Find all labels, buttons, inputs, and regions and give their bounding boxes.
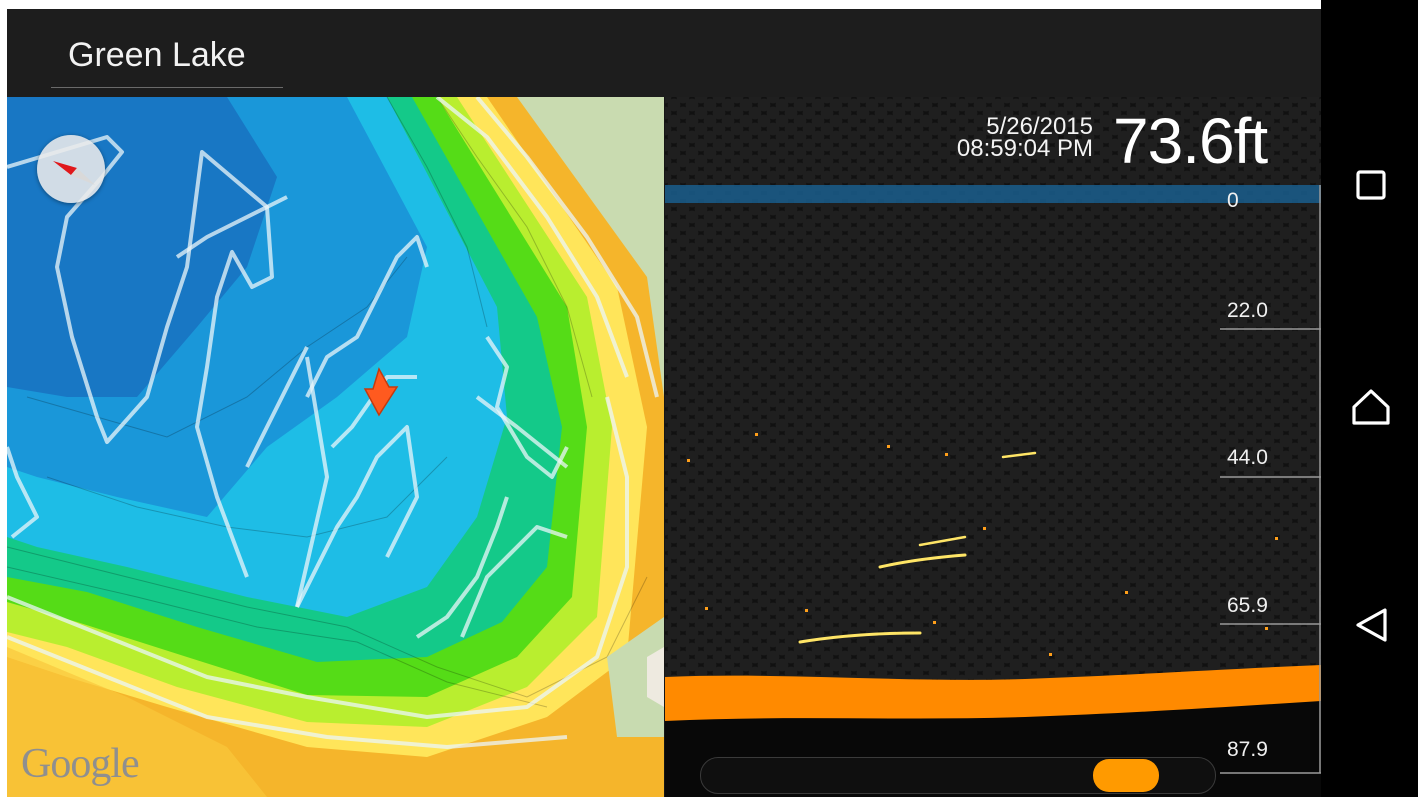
current-depth-readout: 73.6ft [1113, 105, 1268, 177]
sonar-panel[interactable]: 5/26/2015 08:59:04 PM 73.6ft 0 22.0 44.0… [665, 97, 1321, 797]
compass-icon[interactable] [37, 135, 105, 203]
lake-depth-map[interactable]: Google [7, 97, 664, 797]
app-window: Green Lake [7, 9, 1321, 797]
back-triangle-icon[interactable] [1345, 599, 1397, 651]
date-text: 5/26/2015 [986, 113, 1093, 140]
boat-position-arrow-icon [363, 367, 399, 417]
android-navigation-bar [1321, 0, 1418, 797]
timestamp: 5/26/2015 08:59:04 PM [915, 113, 1093, 162]
square-recents-icon[interactable] [1345, 159, 1397, 211]
location-selector[interactable]: Green Lake [51, 33, 283, 88]
sonar-graphic [665, 97, 1321, 797]
sonar-history-slider[interactable] [700, 757, 1216, 794]
depth-scale-label: 65.9 [1227, 594, 1268, 617]
google-attribution: Google [21, 741, 140, 787]
slider-knob[interactable] [1093, 759, 1159, 792]
home-icon[interactable] [1345, 381, 1397, 433]
location-name: Green Lake [68, 36, 246, 74]
title-bar: Green Lake [7, 9, 1321, 97]
depth-scale-label: 44.0 [1227, 446, 1268, 469]
time-text: 08:59:04 PM [956, 135, 1093, 162]
depth-scale-label: 0 [1227, 189, 1239, 212]
contour-map-graphic [7, 97, 664, 797]
depth-scale-label: 22.0 [1227, 299, 1268, 322]
depth-scale-label: 87.9 [1227, 738, 1268, 761]
